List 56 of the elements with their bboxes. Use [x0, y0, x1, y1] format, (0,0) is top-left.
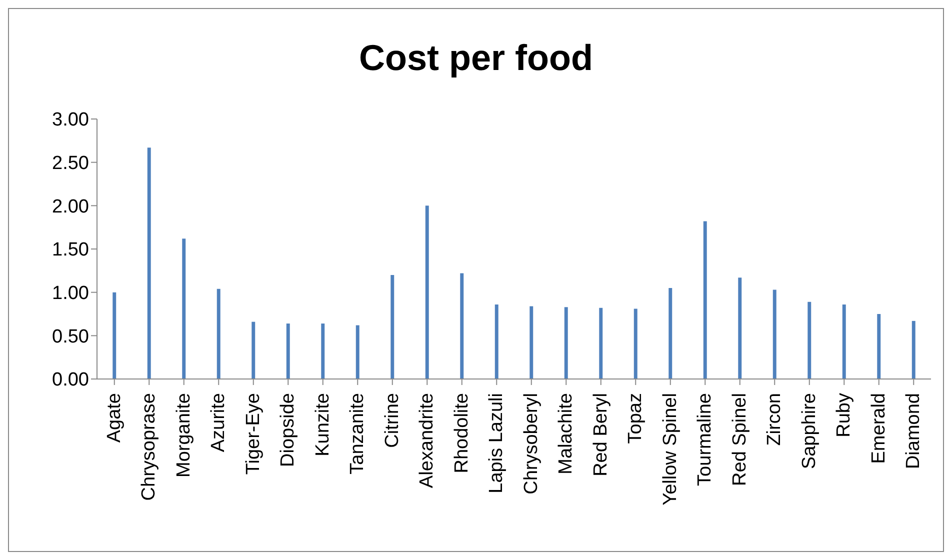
- y-tick-label: 2.00: [52, 196, 89, 218]
- bar: [912, 320, 916, 379]
- x-tick-label: Agate: [104, 393, 125, 443]
- x-tick-label: Yellow Spinel: [660, 393, 681, 506]
- bar: [425, 206, 429, 379]
- x-tick-label: Rhodolite: [451, 393, 472, 474]
- x-tick-label: Ruby: [834, 392, 855, 438]
- x-tick-label: Red Spinel: [729, 393, 750, 486]
- bar: [356, 325, 360, 379]
- x-tick-label: Tourmaline: [694, 393, 716, 486]
- bar: [321, 324, 325, 379]
- x-tick-label: Alexandrite: [416, 393, 438, 488]
- x-tick-label: Sapphire: [798, 393, 820, 470]
- x-tick-label: Tiger-Eye: [242, 393, 264, 475]
- bar: [460, 273, 464, 379]
- bar: [738, 278, 742, 379]
- y-tick-label: 1.00: [52, 283, 89, 304]
- bar: [494, 304, 498, 379]
- chart-title: Cost per food: [358, 37, 594, 79]
- y-tick-label: 0.50: [52, 326, 89, 348]
- bar: [564, 307, 568, 379]
- bar: [772, 290, 776, 379]
- bar: [252, 322, 256, 379]
- bar: [842, 304, 846, 379]
- bar: [182, 238, 186, 379]
- bar: [877, 314, 881, 379]
- x-tick-label: Diopside: [278, 393, 299, 467]
- bar: [530, 306, 534, 379]
- bar: [703, 221, 707, 379]
- x-tick-label: Emerald: [868, 393, 890, 464]
- bar: [634, 308, 638, 379]
- x-tick-label: Zircon: [764, 393, 786, 446]
- y-tick-label: 3.00: [52, 110, 89, 131]
- bar: [390, 275, 394, 379]
- bar: [668, 288, 672, 379]
- y-tick-label: 2.50: [52, 153, 89, 174]
- x-tick-label: Kunzite: [312, 393, 334, 456]
- bar: [286, 324, 290, 379]
- x-tick-label: Citrine: [382, 393, 403, 448]
- x-tick-label: Tanzanite: [347, 393, 368, 474]
- x-tick-label: Chrysoprase: [138, 393, 160, 501]
- bar: [599, 308, 603, 379]
- bar: [216, 288, 220, 379]
- x-tick-label: Azurite: [208, 393, 230, 452]
- x-tick-label: Diamond: [903, 393, 924, 470]
- bar: [147, 148, 151, 379]
- x-tick-label: Malachite: [556, 393, 577, 474]
- y-tick-label: 0.00: [52, 370, 89, 391]
- bar: [808, 302, 812, 379]
- x-tick-label: Morganite: [173, 393, 194, 478]
- x-tick-label: Lapis Lazuli: [486, 393, 508, 494]
- x-tick-label: Topaz: [625, 393, 646, 444]
- y-tick-label: 1.50: [52, 240, 89, 261]
- x-tick-label: Chrysoberyl: [520, 393, 542, 494]
- x-tick-label: Red Beryl: [590, 393, 612, 476]
- bar: [112, 292, 116, 379]
